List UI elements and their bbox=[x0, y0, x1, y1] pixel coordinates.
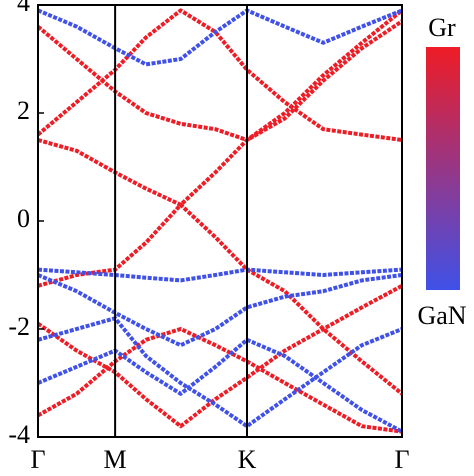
x-tick-label: Γ bbox=[394, 445, 409, 474]
y-tick-label: 0 bbox=[17, 204, 30, 233]
band-line bbox=[37, 337, 403, 434]
band-line bbox=[36, 8, 404, 142]
y-tick-label: 2 bbox=[17, 96, 30, 125]
band-line bbox=[37, 316, 403, 429]
colorbar-bottom-label: GaN bbox=[417, 301, 466, 330]
band-line bbox=[37, 327, 403, 434]
y-tick-label: -2 bbox=[8, 312, 30, 341]
colorbar bbox=[426, 47, 460, 290]
band-line bbox=[36, 284, 403, 429]
colorbar-top-label: Gr bbox=[428, 13, 456, 42]
x-tick-label: M bbox=[104, 445, 127, 474]
band-line bbox=[37, 8, 403, 67]
band-line bbox=[37, 267, 403, 283]
x-tick-label: Γ bbox=[30, 445, 45, 474]
x-tick-label: K bbox=[238, 445, 257, 474]
plot-frame bbox=[37, 4, 403, 438]
y-tick-label: -4 bbox=[8, 420, 30, 449]
band-line bbox=[37, 273, 403, 348]
y-tick-label: 4 bbox=[17, 0, 30, 17]
band-line bbox=[37, 202, 404, 396]
band-line bbox=[37, 19, 404, 207]
